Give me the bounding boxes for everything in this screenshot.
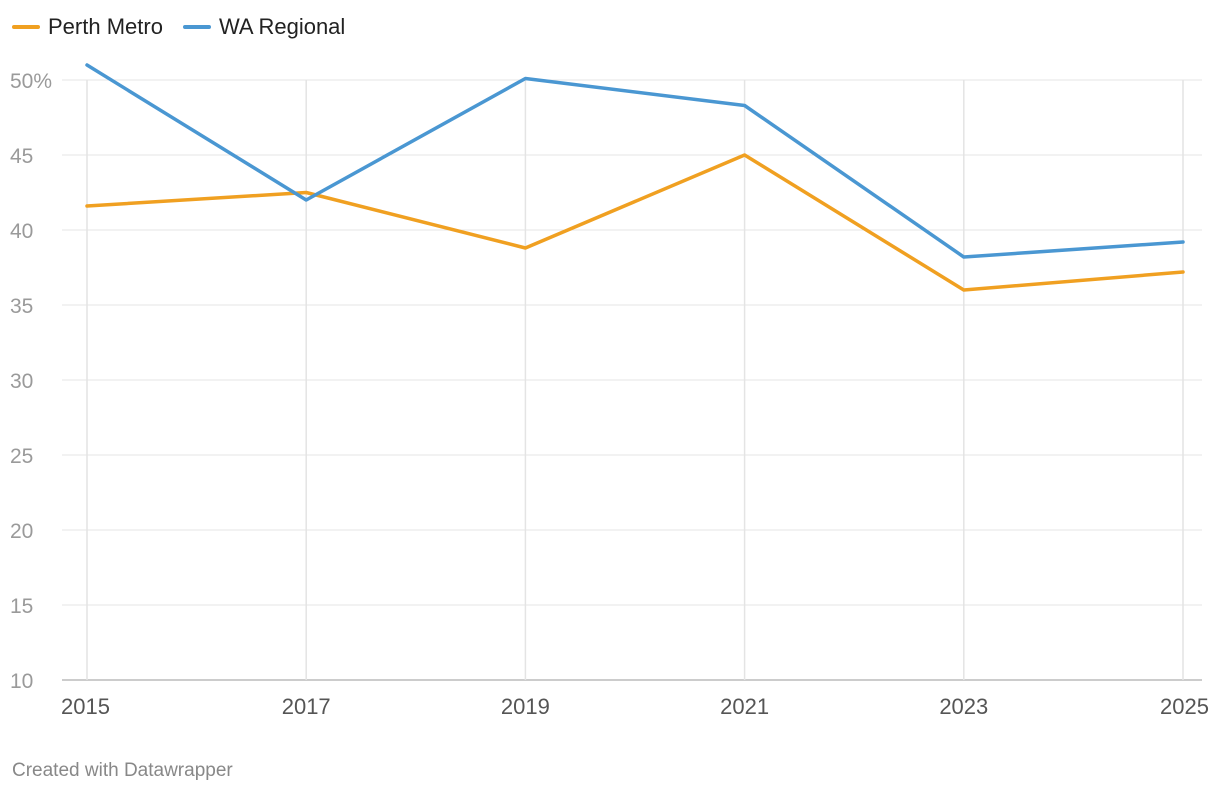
y-tick-label: 25 — [10, 445, 33, 468]
series-lines — [85, 63, 1185, 292]
footer-credit: Created with Datawrapper — [12, 760, 233, 781]
x-tick-label: 2023 — [939, 694, 988, 719]
x-tick-label: 2015 — [61, 694, 110, 719]
legend-item-wa-regional: WA Regional — [182, 14, 346, 40]
series-line-perth-metro — [85, 153, 1185, 292]
legend-swatch-wa-regional — [182, 25, 211, 29]
y-tick-label: 40 — [10, 220, 33, 243]
y-tick-label: 35 — [10, 295, 33, 318]
y-tick-label: 20 — [10, 520, 33, 543]
x-tick-label: 2025 — [1160, 694, 1209, 719]
y-tick-label: 45 — [10, 145, 33, 168]
x-tick-label: 2019 — [501, 694, 550, 719]
chart-legend: Perth Metro WA Regional — [12, 14, 365, 40]
y-axis-tick-labels: 50% 45 40 35 30 25 20 15 10 — [10, 70, 52, 693]
x-tick-label: 2017 — [282, 694, 331, 719]
horizontal-gridlines — [62, 79, 1202, 681]
x-tick-label: 2021 — [720, 694, 769, 719]
y-tick-label: 15 — [10, 595, 33, 618]
vertical-gridlines — [86, 80, 1184, 680]
x-axis-tick-labels: 2015 2017 2019 2021 2023 2025 — [61, 694, 1209, 719]
legend-item-perth-metro: Perth Metro — [12, 14, 163, 40]
legend-label-wa-regional: WA Regional — [218, 14, 346, 39]
legend-label-perth-metro: Perth Metro — [48, 14, 163, 39]
y-tick-label: 10 — [10, 670, 33, 693]
series-line-wa-regional — [85, 63, 1185, 259]
y-tick-label: 30 — [10, 370, 33, 393]
legend-swatch-perth-metro — [12, 25, 40, 29]
y-tick-label: 50% — [10, 70, 52, 93]
